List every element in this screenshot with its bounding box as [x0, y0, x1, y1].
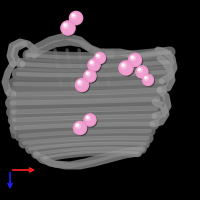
Circle shape — [121, 63, 126, 68]
Circle shape — [120, 62, 134, 76]
Circle shape — [61, 21, 75, 35]
Circle shape — [130, 54, 142, 68]
Circle shape — [71, 13, 76, 18]
Circle shape — [86, 72, 90, 76]
Circle shape — [74, 122, 88, 136]
Circle shape — [137, 67, 149, 79]
Circle shape — [138, 68, 142, 72]
Circle shape — [96, 53, 106, 64]
Circle shape — [86, 72, 89, 75]
Circle shape — [122, 64, 124, 66]
Circle shape — [95, 52, 106, 64]
Circle shape — [70, 12, 84, 25]
Circle shape — [138, 68, 141, 71]
Circle shape — [96, 54, 100, 58]
Circle shape — [144, 76, 148, 80]
Circle shape — [84, 70, 96, 82]
Circle shape — [86, 116, 90, 120]
Circle shape — [131, 56, 133, 58]
Circle shape — [119, 61, 133, 75]
Circle shape — [76, 79, 90, 92]
Circle shape — [89, 60, 101, 72]
Circle shape — [145, 77, 147, 79]
Circle shape — [78, 81, 80, 83]
Circle shape — [88, 59, 100, 71]
Circle shape — [62, 22, 76, 36]
Circle shape — [74, 121, 86, 134]
Circle shape — [77, 80, 82, 85]
Circle shape — [90, 61, 94, 65]
Circle shape — [76, 124, 78, 126]
Circle shape — [86, 116, 89, 119]
Circle shape — [144, 75, 154, 86]
Circle shape — [85, 71, 97, 83]
Circle shape — [72, 14, 74, 16]
Circle shape — [75, 123, 80, 128]
Circle shape — [63, 23, 68, 28]
Circle shape — [128, 53, 142, 66]
Circle shape — [64, 24, 66, 26]
Circle shape — [97, 55, 99, 57]
Circle shape — [70, 11, 83, 24]
Circle shape — [136, 66, 148, 78]
Circle shape — [84, 114, 96, 126]
Circle shape — [85, 115, 97, 127]
Circle shape — [142, 74, 154, 86]
Circle shape — [90, 61, 93, 64]
Circle shape — [76, 78, 88, 92]
Circle shape — [130, 55, 135, 60]
